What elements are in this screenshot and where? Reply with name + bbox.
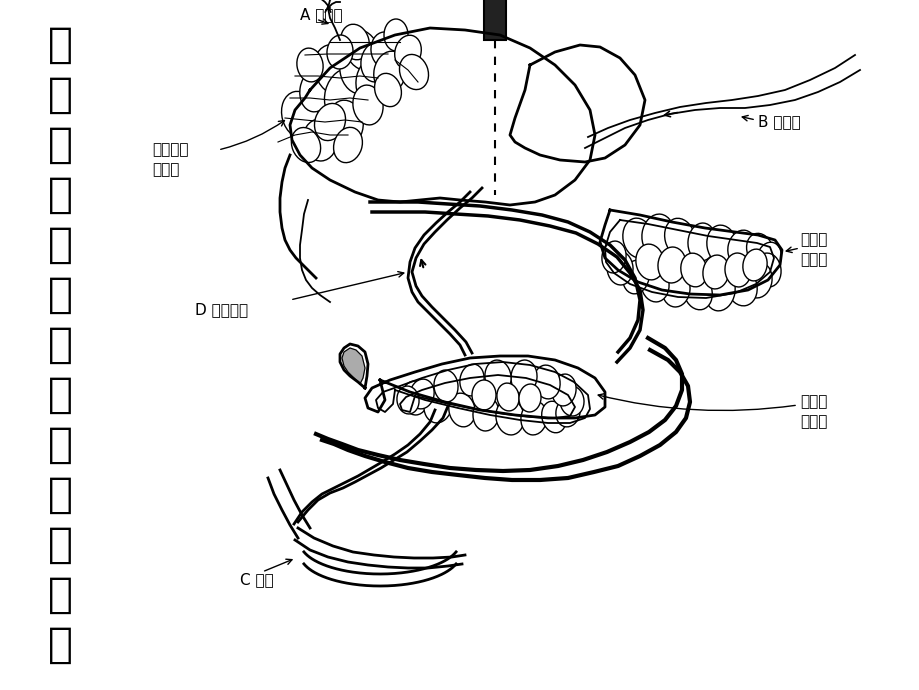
Text: 肠毛细
血管网: 肠毛细 血管网 xyxy=(800,395,826,429)
Text: 作: 作 xyxy=(48,574,73,616)
Ellipse shape xyxy=(683,274,711,310)
Ellipse shape xyxy=(383,19,407,51)
Bar xyxy=(483,0,505,40)
Text: 平: 平 xyxy=(48,374,73,416)
Ellipse shape xyxy=(622,260,649,294)
Ellipse shape xyxy=(360,42,391,82)
Ellipse shape xyxy=(314,104,346,141)
Ellipse shape xyxy=(334,128,362,163)
Text: 肝脏毛细
血管网: 肝脏毛细 血管网 xyxy=(152,143,188,177)
Ellipse shape xyxy=(662,271,689,307)
Ellipse shape xyxy=(448,393,475,427)
Ellipse shape xyxy=(704,271,734,311)
Ellipse shape xyxy=(373,51,406,93)
Ellipse shape xyxy=(533,365,560,399)
Text: 脏: 脏 xyxy=(48,74,73,116)
Ellipse shape xyxy=(396,386,419,414)
Ellipse shape xyxy=(291,128,321,162)
Ellipse shape xyxy=(742,249,766,281)
Text: 胃毛细
血管网: 胃毛细 血管网 xyxy=(800,233,826,268)
Ellipse shape xyxy=(551,374,575,406)
Ellipse shape xyxy=(402,381,427,415)
Text: 肝: 肝 xyxy=(48,24,73,66)
Ellipse shape xyxy=(434,370,458,402)
Ellipse shape xyxy=(518,384,540,412)
Polygon shape xyxy=(342,348,365,384)
Ellipse shape xyxy=(356,57,393,107)
Ellipse shape xyxy=(399,55,428,90)
Ellipse shape xyxy=(472,397,498,431)
Ellipse shape xyxy=(541,402,566,433)
Ellipse shape xyxy=(657,247,686,283)
Ellipse shape xyxy=(745,233,773,266)
Text: C 动脉: C 动脉 xyxy=(240,573,274,587)
Ellipse shape xyxy=(484,360,511,394)
Ellipse shape xyxy=(510,360,537,394)
Text: B 肝动脉: B 肝动脉 xyxy=(757,115,800,130)
Ellipse shape xyxy=(297,48,323,82)
Ellipse shape xyxy=(622,218,652,258)
Ellipse shape xyxy=(687,223,715,261)
Ellipse shape xyxy=(409,379,434,409)
Ellipse shape xyxy=(607,251,632,285)
Ellipse shape xyxy=(394,35,421,69)
Ellipse shape xyxy=(345,30,379,70)
Ellipse shape xyxy=(339,46,376,94)
Ellipse shape xyxy=(680,253,707,287)
Ellipse shape xyxy=(520,401,547,435)
Text: 的: 的 xyxy=(48,524,73,566)
Text: 中: 中 xyxy=(48,474,73,516)
Text: 持: 持 xyxy=(48,224,73,266)
Text: 衡: 衡 xyxy=(48,424,73,466)
Ellipse shape xyxy=(314,45,356,95)
Ellipse shape xyxy=(560,386,584,416)
Ellipse shape xyxy=(754,253,780,287)
Ellipse shape xyxy=(340,24,369,60)
Ellipse shape xyxy=(495,399,524,435)
Ellipse shape xyxy=(755,242,780,274)
Ellipse shape xyxy=(328,100,363,144)
Ellipse shape xyxy=(664,218,695,257)
Ellipse shape xyxy=(353,85,382,125)
Ellipse shape xyxy=(743,262,771,298)
Ellipse shape xyxy=(281,91,318,139)
Ellipse shape xyxy=(326,35,353,69)
Ellipse shape xyxy=(370,32,399,68)
Text: 血: 血 xyxy=(48,274,73,316)
Ellipse shape xyxy=(324,68,365,121)
Ellipse shape xyxy=(300,68,332,112)
Ellipse shape xyxy=(641,214,674,256)
Ellipse shape xyxy=(706,225,736,265)
Ellipse shape xyxy=(302,119,336,161)
Ellipse shape xyxy=(601,241,626,273)
Text: 维: 维 xyxy=(48,174,73,216)
Ellipse shape xyxy=(726,268,756,306)
Ellipse shape xyxy=(641,266,668,302)
Ellipse shape xyxy=(555,397,580,427)
Ellipse shape xyxy=(702,255,728,289)
Ellipse shape xyxy=(460,364,483,396)
Text: D 肝门静脉: D 肝门静脉 xyxy=(195,302,248,317)
Ellipse shape xyxy=(496,383,518,411)
Ellipse shape xyxy=(374,73,401,107)
Ellipse shape xyxy=(727,230,755,266)
Text: 在: 在 xyxy=(48,124,73,166)
Ellipse shape xyxy=(424,387,451,423)
Text: 糖: 糖 xyxy=(48,324,73,366)
Ellipse shape xyxy=(724,253,750,287)
Ellipse shape xyxy=(471,380,495,410)
Text: A 肝静脉: A 肝静脉 xyxy=(300,8,342,23)
Ellipse shape xyxy=(635,244,664,280)
Text: 用: 用 xyxy=(48,624,73,666)
